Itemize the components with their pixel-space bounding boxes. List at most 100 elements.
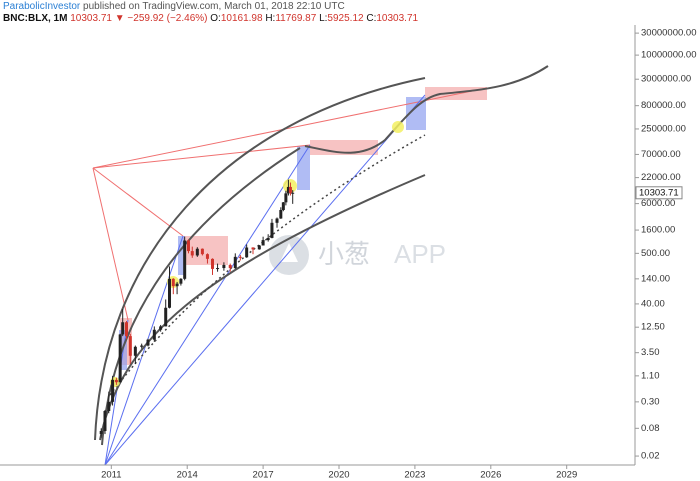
symbol-line: BNC:BLX, 1M 10303.71 ▼ −259.92 (−2.46%) …: [3, 13, 418, 25]
candle-body: [279, 210, 283, 219]
parabolic-arc: [94, 77, 426, 441]
change: −259.92 (−2.46%): [127, 13, 208, 24]
trend-line: [104, 144, 311, 466]
y-tick-label: 10000000.00: [641, 50, 696, 61]
candle-body: [266, 237, 270, 241]
ohlc-value: 5925.12: [327, 13, 364, 24]
support-arc: [99, 174, 426, 441]
candle-body: [146, 339, 150, 346]
y-tick-label: 0.08: [641, 423, 660, 434]
trend-line: [92, 87, 488, 169]
price-label-box: [635, 186, 683, 200]
y-tick-label: 3000000.00: [641, 74, 691, 85]
candle-body: [186, 240, 190, 252]
y-tick-label: 250000.00: [641, 123, 686, 134]
x-tick-label: 2023: [404, 470, 425, 481]
candle-body: [124, 322, 128, 337]
parabolic-arc: [101, 147, 301, 446]
candle-body: [211, 258, 215, 269]
candle-body: [152, 329, 156, 340]
change-arrow: ▼: [114, 13, 125, 24]
trend-line: [92, 144, 311, 169]
symbol: BNC:BLX, 1M: [3, 13, 68, 24]
candle-body: [281, 202, 285, 211]
y-tick-label: 40.00: [641, 298, 665, 309]
x-tick-label: 2011: [101, 470, 121, 481]
candle-body: [164, 307, 168, 327]
dotted-trend: [109, 134, 426, 396]
candle-body: [118, 334, 122, 383]
price-label: 10303.71: [639, 187, 679, 198]
last-price: 10303.71: [70, 13, 112, 24]
header-line: ParabolicInvestor published on TradingVi…: [3, 1, 345, 13]
candle-body: [284, 193, 288, 203]
y-tick-label: 1.10: [641, 370, 660, 381]
x-tick-label: 2017: [253, 470, 274, 481]
candle-body: [233, 256, 237, 269]
candle-body: [205, 254, 209, 259]
x-tick-label: 2026: [480, 470, 501, 481]
range-box: [178, 236, 185, 275]
y-tick-label: 6000.00: [641, 198, 675, 209]
candle-body: [257, 245, 261, 250]
y-tick-label: 1600.00: [641, 225, 675, 236]
candle-body: [175, 283, 179, 287]
candle-body: [261, 240, 265, 246]
candle-body: [114, 379, 118, 383]
trend-line: [92, 167, 129, 321]
candle-body: [128, 336, 132, 356]
candle-body: [270, 222, 274, 238]
trend-line: [104, 94, 426, 466]
watermark: 小葱 APP: [269, 235, 446, 275]
candle-body: [107, 401, 111, 412]
annotations: [92, 65, 549, 466]
candle-body: [140, 345, 144, 347]
ohlc-label: H:: [265, 13, 276, 24]
watermark-text: 小葱: [318, 239, 370, 269]
candle-body: [103, 411, 107, 431]
y-tick-label: 30000000.00: [641, 28, 696, 39]
ohlc-value: 10161.98: [220, 13, 263, 24]
y-tick-label: 0.30: [641, 396, 660, 407]
candle-body: [195, 248, 199, 256]
candle-body: [183, 240, 187, 279]
axes: 30000000.00 10000000.00 3000000.00 800000.0…: [0, 25, 696, 481]
candle-body: [121, 322, 125, 335]
candle-body: [168, 278, 172, 308]
candle-body: [228, 264, 232, 269]
candle-body: [99, 430, 103, 435]
y-tick-label: 140.00: [641, 273, 670, 284]
y-tick-label: 500.00: [641, 248, 670, 259]
candle-body: [251, 247, 255, 250]
candle-body: [111, 379, 115, 402]
candle-body: [171, 278, 175, 287]
author[interactable]: ParabolicInvestor: [3, 1, 81, 12]
x-tick-label: 2029: [556, 470, 577, 481]
candle-body: [200, 248, 204, 255]
highlight: [392, 121, 404, 133]
ohlc-label: O:: [210, 13, 221, 24]
ohlc-value: 10303.71: [376, 13, 419, 24]
candle-body: [222, 264, 226, 269]
range-box: [183, 236, 228, 265]
parabolic-arc: [304, 65, 549, 154]
y-tick-label: 800000.00: [641, 100, 686, 111]
candle-body: [190, 251, 194, 256]
x-tick-label: 2020: [328, 470, 349, 481]
y-tick-label: 12.50: [641, 322, 665, 333]
candle-body: [245, 247, 249, 258]
candle-body: [288, 186, 292, 194]
candle-body: [179, 278, 183, 284]
published: published on TradingView.com, March 01, …: [83, 1, 345, 12]
range-box: [297, 146, 310, 190]
ohlc-label: L:: [319, 13, 328, 24]
candle-body: [238, 256, 242, 258]
ohlc-label: C:: [366, 13, 377, 24]
y-tick-label: 70000.00: [641, 149, 681, 160]
watermark-text: APP: [394, 239, 446, 269]
candle-body: [133, 346, 137, 356]
trend-line: [92, 167, 184, 237]
candle-body: [159, 326, 163, 330]
